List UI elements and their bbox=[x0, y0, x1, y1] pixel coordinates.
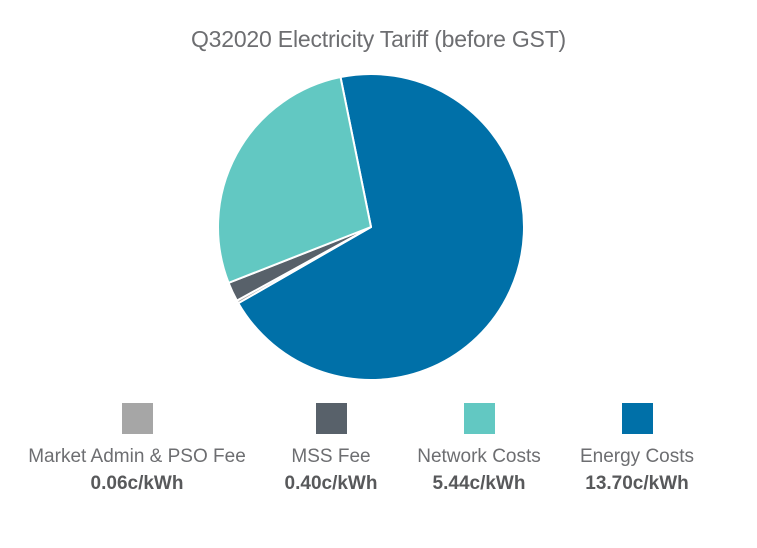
pie-slice-energy-costs bbox=[237, 72, 525, 381]
legend-swatch-energy-costs bbox=[621, 403, 653, 434]
legend-value-mss-fee: 0.40c/kWh bbox=[284, 473, 378, 494]
legend-value-market-admin: 0.06c/kWh bbox=[90, 473, 184, 494]
legend-item-mss-fee: MSS Fee 0.40c/kWh bbox=[211, 400, 451, 495]
legend-swatch-mss-fee bbox=[315, 403, 347, 434]
legend-swatch-market-admin bbox=[121, 403, 153, 434]
legend-item-market-admin: Market Admin & PSO Fee 0.06c/kWh bbox=[17, 400, 257, 495]
legend-swatch-network-costs bbox=[463, 403, 495, 434]
legend-value-energy-costs: 13.70c/kWh bbox=[585, 473, 689, 494]
legend-label-market-admin: Market Admin & PSO Fee bbox=[28, 446, 246, 467]
legend-item-energy-costs: Energy Costs 13.70c/kWh bbox=[517, 400, 757, 495]
legend-label-energy-costs: Energy Costs bbox=[579, 446, 695, 467]
chart-title: Q32020 Electricity Tariff (before GST) bbox=[190, 26, 567, 52]
legend-item-network-costs: Network Costs 5.44c/kWh bbox=[359, 400, 599, 495]
pie-slice-network-costs bbox=[217, 76, 372, 284]
legend-value-network-costs: 5.44c/kWh bbox=[432, 473, 526, 494]
legend-label-mss-fee: MSS Fee bbox=[291, 446, 371, 467]
legend-label-network-costs: Network Costs bbox=[417, 446, 541, 467]
